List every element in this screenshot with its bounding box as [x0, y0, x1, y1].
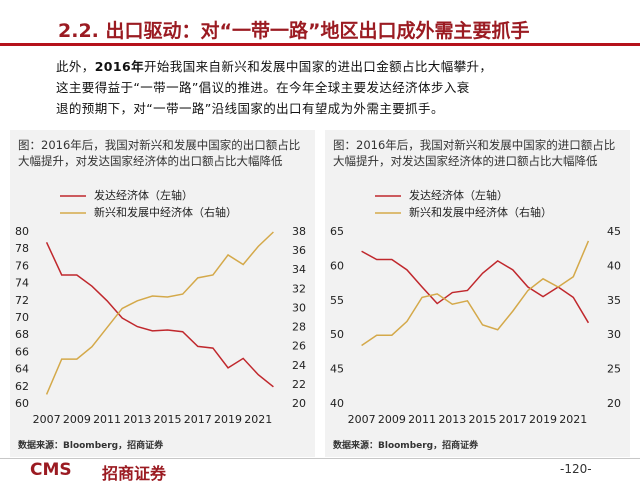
x-tick-label: 2009 [378, 413, 406, 426]
y2-tick-label: 30 [607, 328, 621, 341]
text: 2016年 [94, 59, 144, 74]
y2-tick-label: 28 [292, 321, 306, 334]
legend-label: 发达经济体（左轴） [409, 188, 508, 202]
y2-tick-label: 24 [292, 359, 306, 372]
y-tick-label: 65 [330, 225, 344, 238]
y2-tick-label: 35 [607, 294, 621, 307]
text: 此外， [56, 59, 95, 74]
y2-tick-label: 34 [292, 263, 306, 276]
x-tick-label: 2021 [244, 413, 272, 426]
chart-title: 图：2016年后，我国对新兴和发展中国家的出口额占比大幅提升，对发达国家经济体的… [18, 138, 301, 168]
y2-tick-label: 45 [607, 225, 621, 238]
line-series [45, 242, 274, 388]
y2-tick-label: 38 [292, 225, 306, 238]
line-series [361, 250, 590, 324]
y2-tick-label: 26 [292, 340, 306, 353]
y-tick-label: 64 [15, 363, 29, 376]
y-tick-label: 70 [15, 311, 29, 324]
x-tick-label: 2021 [559, 413, 587, 426]
legend-label: 发达经济体（左轴） [94, 188, 193, 202]
x-tick-label: 2007 [33, 413, 61, 426]
x-tick-label: 2007 [348, 413, 376, 426]
page-number: -120- [560, 462, 592, 476]
x-tick-label: 2019 [529, 413, 557, 426]
source: 数据来源：Bloomberg，招商证券 [18, 441, 164, 451]
header-rule [0, 43, 640, 46]
y-tick-label: 80 [15, 225, 29, 238]
x-tick-label: 2015 [469, 413, 497, 426]
paragraph-line: 此外，2016年开始我国来自新兴和发展中国家的进出口金额占比大幅攀升， [56, 56, 492, 75]
x-tick-label: 2017 [184, 413, 212, 426]
y2-tick-label: 32 [292, 282, 306, 295]
y-tick-label: 72 [15, 294, 29, 307]
y2-tick-label: 25 [607, 363, 621, 376]
source: 数据来源：Bloomberg，招商证券 [333, 441, 479, 451]
x-tick-label: 2013 [438, 413, 466, 426]
chart-title: 图：2016年后，我国对新兴和发展中国家的进口额占比大幅提升，对发达国家经济体的… [333, 138, 616, 168]
footer-rule [0, 458, 640, 459]
y-tick-label: 78 [15, 242, 29, 255]
line-series [361, 240, 590, 347]
x-tick-label: 2011 [408, 413, 436, 426]
paragraph-line: 退的预期下，对“一带一路”沿线国家的出口有望成为外需主要抓手。 [56, 101, 444, 116]
y-tick-label: 62 [15, 380, 29, 393]
y-tick-label: 76 [15, 259, 29, 272]
y-tick-label: 60 [15, 397, 29, 410]
panel [325, 130, 630, 457]
x-tick-label: 2017 [499, 413, 527, 426]
y-tick-label: 60 [330, 259, 344, 272]
company: 招商证券 [102, 464, 167, 483]
y2-tick-label: 22 [292, 378, 306, 391]
x-tick-label: 2019 [214, 413, 242, 426]
y-tick-label: 66 [15, 345, 29, 358]
y2-tick-label: 40 [607, 259, 621, 272]
legend-label: 新兴和发展中经济体（右轴） [94, 205, 237, 219]
legend-label: 新兴和发展中经济体（右轴） [409, 205, 552, 219]
y2-tick-label: 30 [292, 301, 306, 314]
line-series [45, 231, 274, 395]
y2-tick-label: 36 [292, 244, 306, 257]
y-tick-label: 74 [15, 277, 29, 290]
y-tick-label: 68 [15, 328, 29, 341]
paragraph-line: 这主要得益于“一带一路”倡议的推进。在今年全球主要发达经济体步入衰 [56, 80, 470, 95]
y-tick-label: 50 [330, 328, 344, 341]
x-tick-label: 2009 [63, 413, 91, 426]
x-tick-label: 2015 [154, 413, 182, 426]
panel [10, 130, 315, 457]
x-tick-label: 2013 [123, 413, 151, 426]
text: 开始我国来自新兴和发展中国家的进出口金额占比大幅攀升， [144, 59, 493, 74]
y-tick-label: 55 [330, 294, 344, 307]
logo: CMS [30, 460, 72, 480]
y2-tick-label: 20 [292, 397, 306, 410]
y-tick-label: 40 [330, 397, 344, 410]
header-title: 2.2. 出口驱动：对“一带一路”地区出口成外需主要抓手 [58, 20, 530, 42]
x-tick-label: 2011 [93, 413, 121, 426]
y2-tick-label: 20 [607, 397, 621, 410]
y-tick-label: 45 [330, 363, 344, 376]
